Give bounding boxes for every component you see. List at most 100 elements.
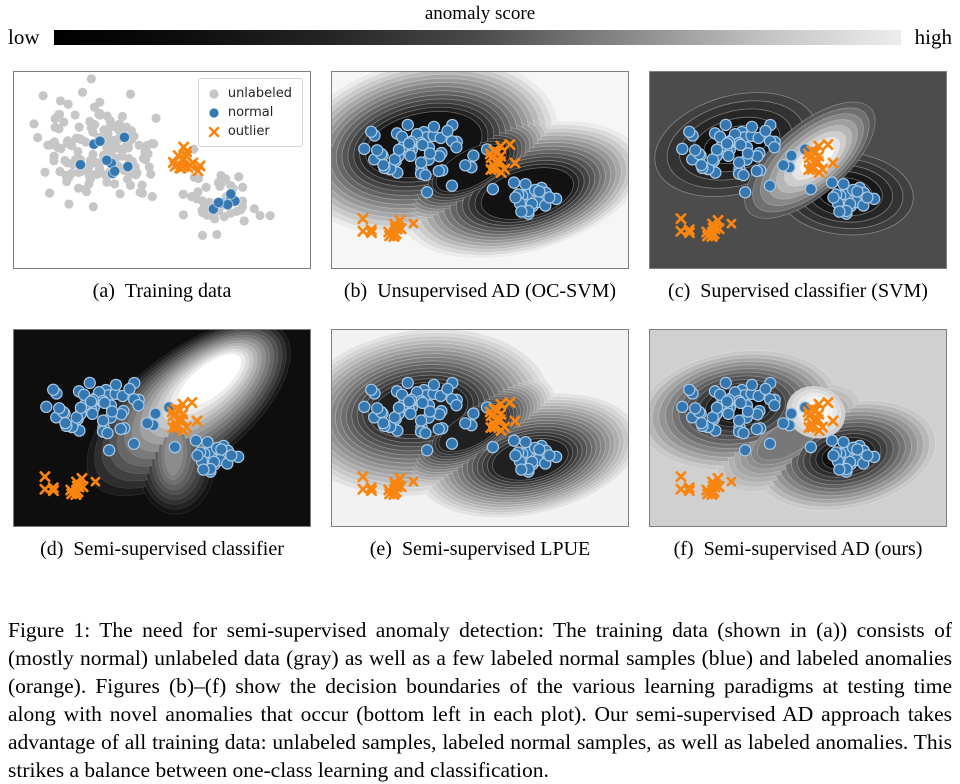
data-point-dot [719,376,732,390]
data-point-x [813,424,825,436]
panel-caption-label: Unsupervised AD (OC-SVM) [377,280,617,302]
data-point-x [488,421,500,433]
panel-caption-prefix: (b) [343,280,368,302]
data-point-dot [109,378,123,392]
data-point-dot [73,183,84,193]
data-point-dot [509,449,522,462]
panel-caption-prefix: (a) [92,280,115,302]
panel-caption-label: Supervised classifier (SVM) [700,280,928,302]
data-point-dot [837,435,850,449]
data-point-dot [117,111,127,122]
data-point-dot [86,407,99,421]
data-point-dot [193,174,204,184]
data-point-x [488,163,500,175]
data-point-dot [141,417,154,430]
data-point-dot [676,400,689,414]
data-point-x [806,421,818,433]
data-point-dot [365,383,378,396]
data-point-x [191,415,203,427]
data-point-dot [215,181,225,191]
colorbar-title: anomaly score [424,3,536,24]
data-point-dot [86,118,96,128]
data-point-dot [543,191,556,204]
data-point-dot [763,437,777,450]
data-point-dot [507,434,521,447]
figure-cell-d: (d) Semi-supervised classifier [13,329,311,587]
data-point-dot [265,211,275,221]
colorbar-low-label: low [8,25,40,49]
data-point-dot [432,164,445,178]
data-point-dot [125,89,136,99]
data-point-dot [88,202,98,212]
figure-cell-c: (c) Supervised classifier (SVM) [649,71,947,329]
data-point-x [365,227,377,239]
data-point-x [683,227,695,239]
data-point-dot [358,400,371,414]
data-point-x [357,225,369,237]
data-point-dot [750,422,763,436]
data-point-dot [191,449,204,462]
data-point-dot [732,414,746,427]
data-point-dot [785,149,798,162]
data-point-dot [73,146,83,157]
data-point-dot [419,168,432,182]
data-point-dot [404,407,417,421]
data-point-x [683,224,695,236]
data-point-x [708,228,720,240]
data-point-x [504,139,516,151]
data-point-dot [127,437,141,450]
legend: unlabeled normal outlier [197,78,303,147]
figure-cell-a: unlabeled normal outlier (a) Training data [13,71,311,329]
data-point-dot [249,204,259,214]
data-point-dot [738,186,752,199]
data-point-dot [420,444,434,457]
data-point-dot [124,153,134,164]
data-point-dot [197,230,208,241]
data-point-dot [689,144,702,157]
panel-e [331,329,629,527]
data-point-dot [33,133,43,143]
panel-b-canvas [332,72,628,268]
data-point-x [72,486,84,498]
data-point-dot [100,154,113,167]
data-point-dot [414,156,428,169]
data-point-x [394,472,406,484]
data-point-dot [144,162,154,172]
data-point-dot [186,192,197,202]
data-point-dot [202,210,212,220]
data-point-dot [216,170,226,181]
data-point-dot [102,177,112,187]
data-point-x [90,476,101,487]
data-point-dot [392,143,406,156]
data-point-dot [118,131,131,144]
data-point-dot [416,396,429,410]
data-point-dot [43,140,53,150]
data-point-dot [197,463,210,476]
data-point-dot [720,395,734,408]
data-point-dot [110,179,120,189]
colorbar-high-label: high [914,25,952,49]
data-point-dot [134,140,144,150]
panel-caption-prefix: (c) [668,280,691,302]
data-point-dot [94,163,105,173]
data-point-x [47,482,59,494]
data-point-dot [777,159,790,172]
data-point-dot [486,182,500,196]
data-point-x [365,224,377,236]
data-point-x [822,397,834,409]
data-point-dot [371,402,384,415]
data-point-dot [695,158,708,172]
data-point-dot [737,426,750,440]
data-point-dot [745,378,759,392]
data-point-x [365,482,377,494]
data-point-dot [234,172,244,182]
data-point-x [712,214,724,226]
data-point-dot [147,191,157,202]
data-point-dot [189,434,203,447]
data-point-dot [114,422,127,436]
data-point-dot [722,407,735,421]
panel-caption-label: Training data [124,280,232,302]
panel-caption-e: (e) Semi-supervised LPUE [331,536,629,562]
data-point-dot [759,124,772,138]
data-point-dot [441,382,454,396]
